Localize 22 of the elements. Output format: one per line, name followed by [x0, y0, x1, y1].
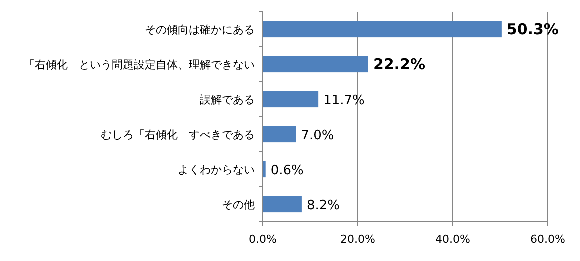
- bar: [263, 21, 502, 38]
- data-label: 8.2%: [306, 198, 340, 214]
- bar: [263, 161, 266, 178]
- y-tick-label: よくわからない: [178, 164, 255, 176]
- data-label: 50.3%: [506, 20, 559, 38]
- y-tick-label: その他: [222, 198, 255, 212]
- y-tick-label: むしろ「右傾化」すべきである: [101, 128, 255, 142]
- y-tick-label: 誤解である: [200, 94, 255, 106]
- y-tick-label: 「右傾化」という問題設定自体、理解できない: [24, 58, 255, 72]
- data-label: 11.7%: [324, 94, 365, 108]
- data-label: 7.0%: [301, 128, 334, 144]
- bar: [263, 126, 296, 143]
- data-label: 0.6%: [270, 164, 304, 178]
- x-tick-label: 60.0%: [530, 233, 566, 246]
- bar: [263, 91, 319, 108]
- data-label: 22.2%: [373, 56, 426, 74]
- x-tick-label: 0.0%: [249, 233, 277, 246]
- x-tick-label: 20.0%: [340, 233, 376, 246]
- y-tick-label: その傾向は確かにある: [145, 24, 255, 36]
- x-tick-label: 40.0%: [436, 233, 470, 246]
- bar: [263, 56, 368, 73]
- bar: [263, 196, 302, 213]
